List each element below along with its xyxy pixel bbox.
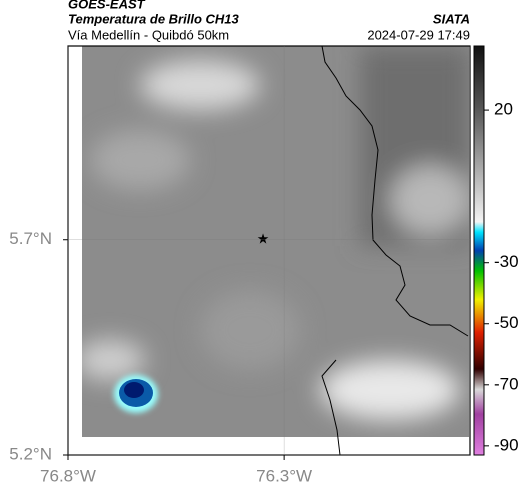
boundary	[321, 359, 341, 456]
subtitle: Temperatura de Brillo CH13	[68, 11, 240, 26]
colorbar-tick-label: 20	[494, 100, 513, 119]
location-marker: ★	[257, 231, 270, 247]
source: SIATA	[433, 11, 470, 26]
y-tick-label: 5.2°N	[9, 444, 52, 463]
colorbar-tick-label: -30	[494, 252, 519, 271]
colorbar-tick-label: -70	[494, 374, 519, 393]
x-tick-label: 76.8°W	[40, 466, 96, 485]
satellite-image	[82, 46, 469, 437]
caption: Vía Medellín - Quibdó 50km	[68, 27, 229, 42]
colorbar	[473, 45, 485, 456]
boundary	[321, 45, 469, 337]
y-tick-label: 5.7°N	[9, 229, 52, 248]
title: GOES-EAST	[68, 0, 146, 11]
colorbar-tick-label: -50	[494, 313, 519, 332]
timestamp: 2024-07-29 17:49	[367, 27, 470, 42]
colorbar-tick-label: -90	[494, 435, 519, 454]
x-tick-label: 76.3°W	[256, 466, 312, 485]
